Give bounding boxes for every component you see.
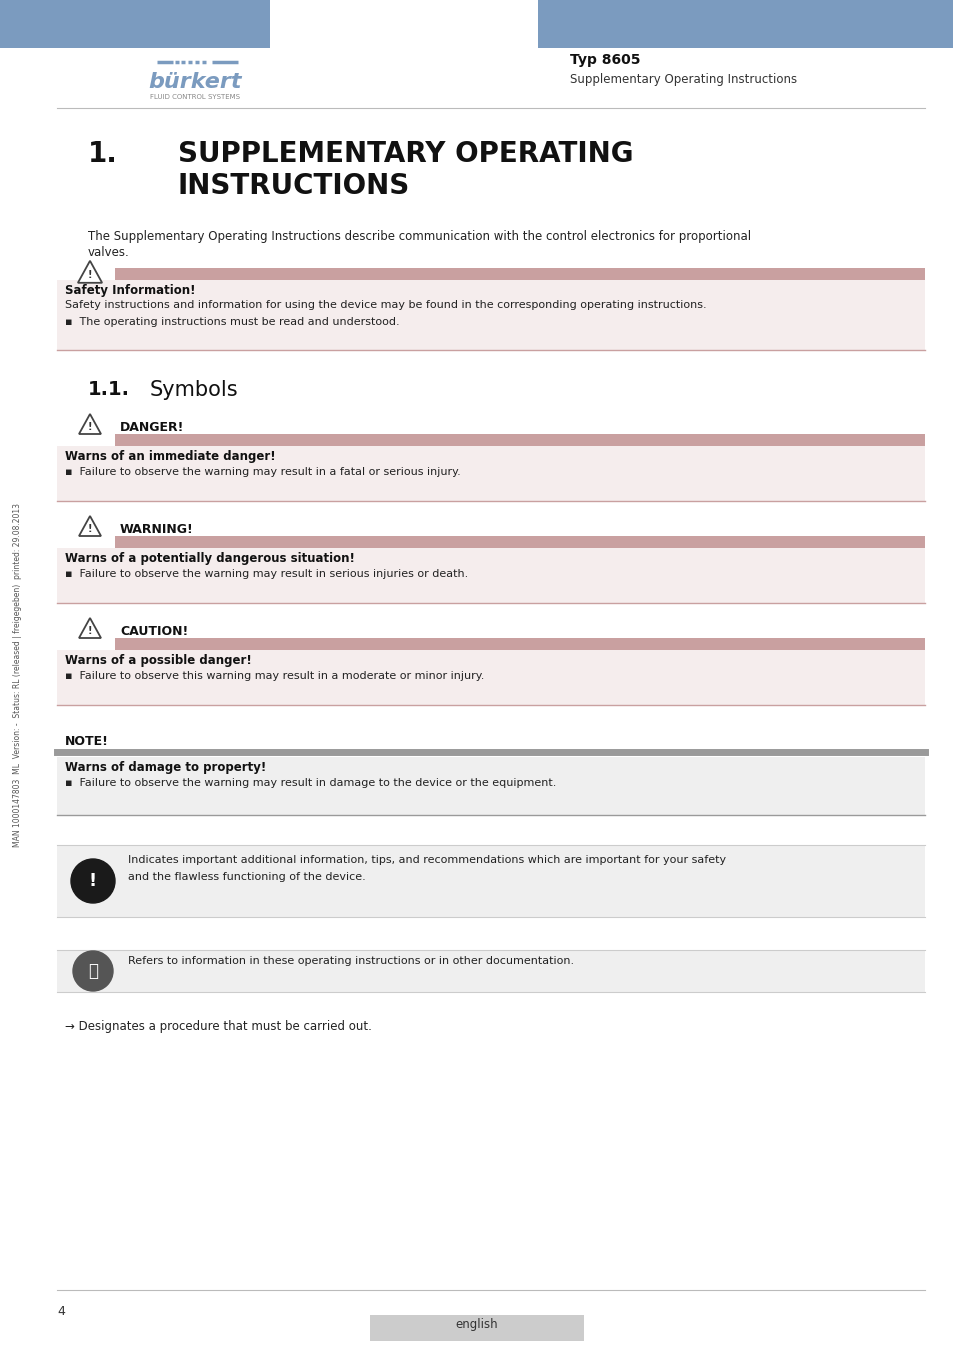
Polygon shape <box>78 261 102 282</box>
Text: !: ! <box>88 423 92 432</box>
Polygon shape <box>79 414 101 433</box>
Text: Warns of damage to property!: Warns of damage to property! <box>65 761 266 774</box>
Text: !: ! <box>88 524 92 535</box>
FancyBboxPatch shape <box>115 639 924 649</box>
Text: bürkert: bürkert <box>148 72 241 92</box>
FancyBboxPatch shape <box>0 0 270 49</box>
Text: Warns of a potentially dangerous situation!: Warns of a potentially dangerous situati… <box>65 552 355 566</box>
Text: !: ! <box>88 270 92 279</box>
Text: Indicates important additional information, tips, and recommendations which are : Indicates important additional informati… <box>128 855 725 865</box>
Text: MAN 1000147803  ML  Version: -  Status: RL (released | freigegeben)  printed: 29: MAN 1000147803 ML Version: - Status: RL … <box>13 504 23 846</box>
Circle shape <box>73 950 112 991</box>
FancyBboxPatch shape <box>57 279 924 350</box>
Text: 1.1.: 1.1. <box>88 379 130 400</box>
Text: ▪  The operating instructions must be read and understood.: ▪ The operating instructions must be rea… <box>65 317 399 327</box>
FancyBboxPatch shape <box>57 757 924 815</box>
Text: WARNING!: WARNING! <box>120 522 193 536</box>
Polygon shape <box>79 618 101 639</box>
FancyBboxPatch shape <box>57 548 924 603</box>
Text: 4: 4 <box>57 1305 65 1318</box>
Text: Safety instructions and information for using the device may be found in the cor: Safety instructions and information for … <box>65 300 706 310</box>
FancyBboxPatch shape <box>57 446 924 501</box>
FancyBboxPatch shape <box>115 269 924 279</box>
Text: valves.: valves. <box>88 246 130 259</box>
Text: ⧉: ⧉ <box>88 963 98 980</box>
Polygon shape <box>79 516 101 536</box>
Text: DANGER!: DANGER! <box>120 421 184 433</box>
FancyBboxPatch shape <box>57 649 924 705</box>
Text: english: english <box>456 1318 497 1331</box>
FancyBboxPatch shape <box>115 433 924 446</box>
Text: 1.: 1. <box>88 140 118 167</box>
Text: SUPPLEMENTARY OPERATING: SUPPLEMENTARY OPERATING <box>178 140 633 167</box>
Text: CAUTION!: CAUTION! <box>120 625 188 639</box>
Circle shape <box>71 859 115 903</box>
FancyBboxPatch shape <box>57 845 924 917</box>
Text: ▪  Failure to observe the warning may result in damage to the device or the equi: ▪ Failure to observe the warning may res… <box>65 778 556 788</box>
Text: !: ! <box>89 872 97 890</box>
FancyBboxPatch shape <box>57 950 924 992</box>
Text: and the flawless functioning of the device.: and the flawless functioning of the devi… <box>128 872 365 882</box>
Text: The Supplementary Operating Instructions describe communication with the control: The Supplementary Operating Instructions… <box>88 230 750 243</box>
FancyBboxPatch shape <box>115 536 924 548</box>
Text: INSTRUCTIONS: INSTRUCTIONS <box>178 171 410 200</box>
Text: ▪  Failure to observe this warning may result in a moderate or minor injury.: ▪ Failure to observe this warning may re… <box>65 671 484 680</box>
FancyBboxPatch shape <box>537 0 953 49</box>
Text: Symbols: Symbols <box>150 379 238 400</box>
FancyBboxPatch shape <box>370 1315 583 1341</box>
Text: Typ 8605: Typ 8605 <box>569 53 639 68</box>
Text: Safety Information!: Safety Information! <box>65 284 195 297</box>
Text: → Designates a procedure that must be carried out.: → Designates a procedure that must be ca… <box>65 1021 372 1033</box>
Text: NOTE!: NOTE! <box>65 734 109 748</box>
Text: ▪  Failure to observe the warning may result in serious injuries or death.: ▪ Failure to observe the warning may res… <box>65 568 468 579</box>
Text: Refers to information in these operating instructions or in other documentation.: Refers to information in these operating… <box>128 956 574 967</box>
Text: Supplementary Operating Instructions: Supplementary Operating Instructions <box>569 73 797 86</box>
Text: Warns of a possible danger!: Warns of a possible danger! <box>65 653 252 667</box>
Text: FLUID CONTROL SYSTEMS: FLUID CONTROL SYSTEMS <box>150 95 240 100</box>
Text: ▪  Failure to observe the warning may result in a fatal or serious injury.: ▪ Failure to observe the warning may res… <box>65 467 460 477</box>
Text: Warns of an immediate danger!: Warns of an immediate danger! <box>65 450 275 463</box>
Text: !: ! <box>88 626 92 636</box>
